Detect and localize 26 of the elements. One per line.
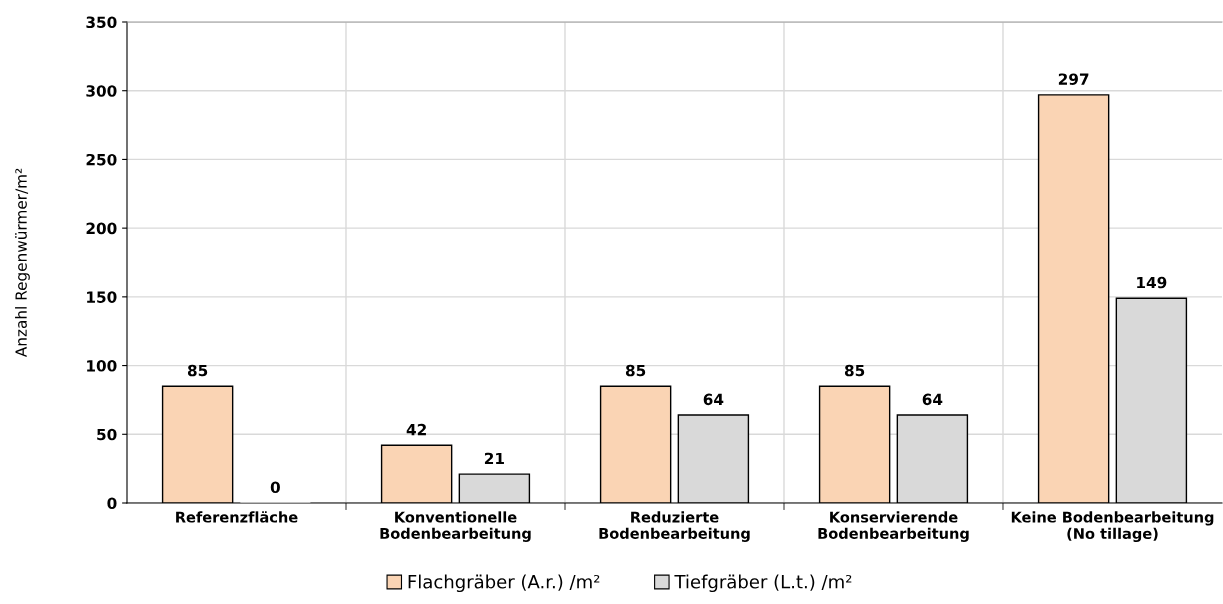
legend-label: Flachgräber (A.r.) /m² xyxy=(408,574,600,593)
y-tick-label: 350 xyxy=(86,16,117,29)
y-tick-label: 0 xyxy=(107,497,117,510)
data-label: 149 xyxy=(1137,276,1167,289)
y-tick-label: 100 xyxy=(87,360,117,372)
data-label: 21 xyxy=(484,452,504,465)
data-label: 85 xyxy=(625,364,646,377)
x-tick-label: Konservierende Bodenbearbeitung xyxy=(818,511,969,542)
data-label: 42 xyxy=(406,423,426,436)
y-tick-label: 200 xyxy=(86,222,117,235)
data-label: 85 xyxy=(187,364,208,377)
y-tick-label: 150 xyxy=(87,291,117,303)
y-tick-label: 250 xyxy=(86,153,117,166)
x-tick-label: Konventionelle Bodenbearbeitung xyxy=(380,511,531,542)
x-tick-label: Reduzierte Bodenbearbeitung xyxy=(599,511,750,542)
y-tick-label: 300 xyxy=(86,85,117,97)
y-axis-title: Anzahl Regenwürmer/m² xyxy=(15,168,30,358)
x-tick-label: Keine Bodenbearbeitung (No tillage) xyxy=(1011,511,1214,543)
y-tick-label: 50 xyxy=(97,428,117,441)
data-label: 64 xyxy=(922,393,943,406)
data-label: 85 xyxy=(844,364,865,377)
data-label: 0 xyxy=(270,481,280,494)
x-tick-label: Referenzfläche xyxy=(176,511,298,523)
data-label: 64 xyxy=(703,393,724,406)
legend-label: Tiefgräber (L.t.) /m² xyxy=(674,574,852,593)
data-label: 297 xyxy=(1058,73,1089,85)
